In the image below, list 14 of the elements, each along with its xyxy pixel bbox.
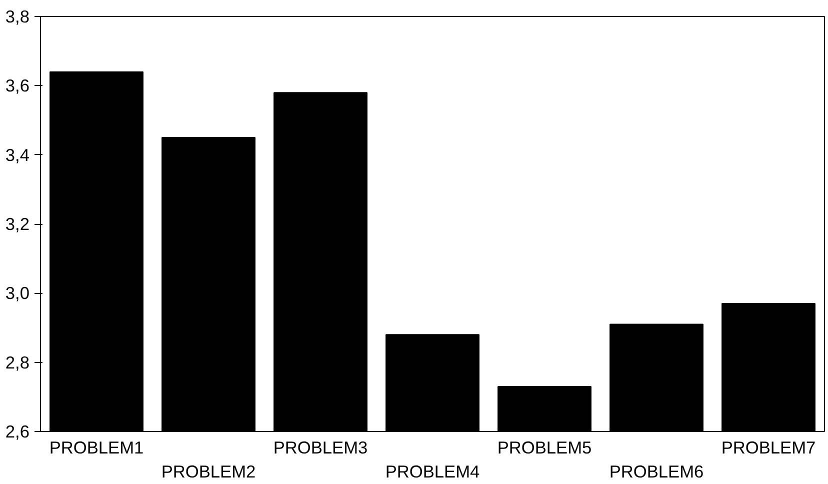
x-tick-label: PROBLEM1 (49, 438, 144, 458)
y-tick-label: 3,8 (5, 6, 30, 26)
y-tick-label: 3,2 (5, 214, 30, 234)
x-tick-label: PROBLEM2 (161, 462, 256, 482)
x-tick-label: PROBLEM7 (721, 438, 816, 458)
y-tick-label: 3,6 (5, 76, 30, 96)
x-tick-label: PROBLEM4 (385, 462, 480, 482)
y-tick-label: 2,8 (5, 352, 30, 372)
x-tick-label: PROBLEM5 (497, 438, 592, 458)
x-tick-label: PROBLEM3 (273, 438, 368, 458)
y-tick-label: 3,4 (5, 144, 30, 165)
x-tick-label: PROBLEM6 (609, 462, 704, 482)
y-tick-label: 2,6 (5, 422, 30, 442)
y-tick-label: 3,0 (5, 283, 30, 304)
